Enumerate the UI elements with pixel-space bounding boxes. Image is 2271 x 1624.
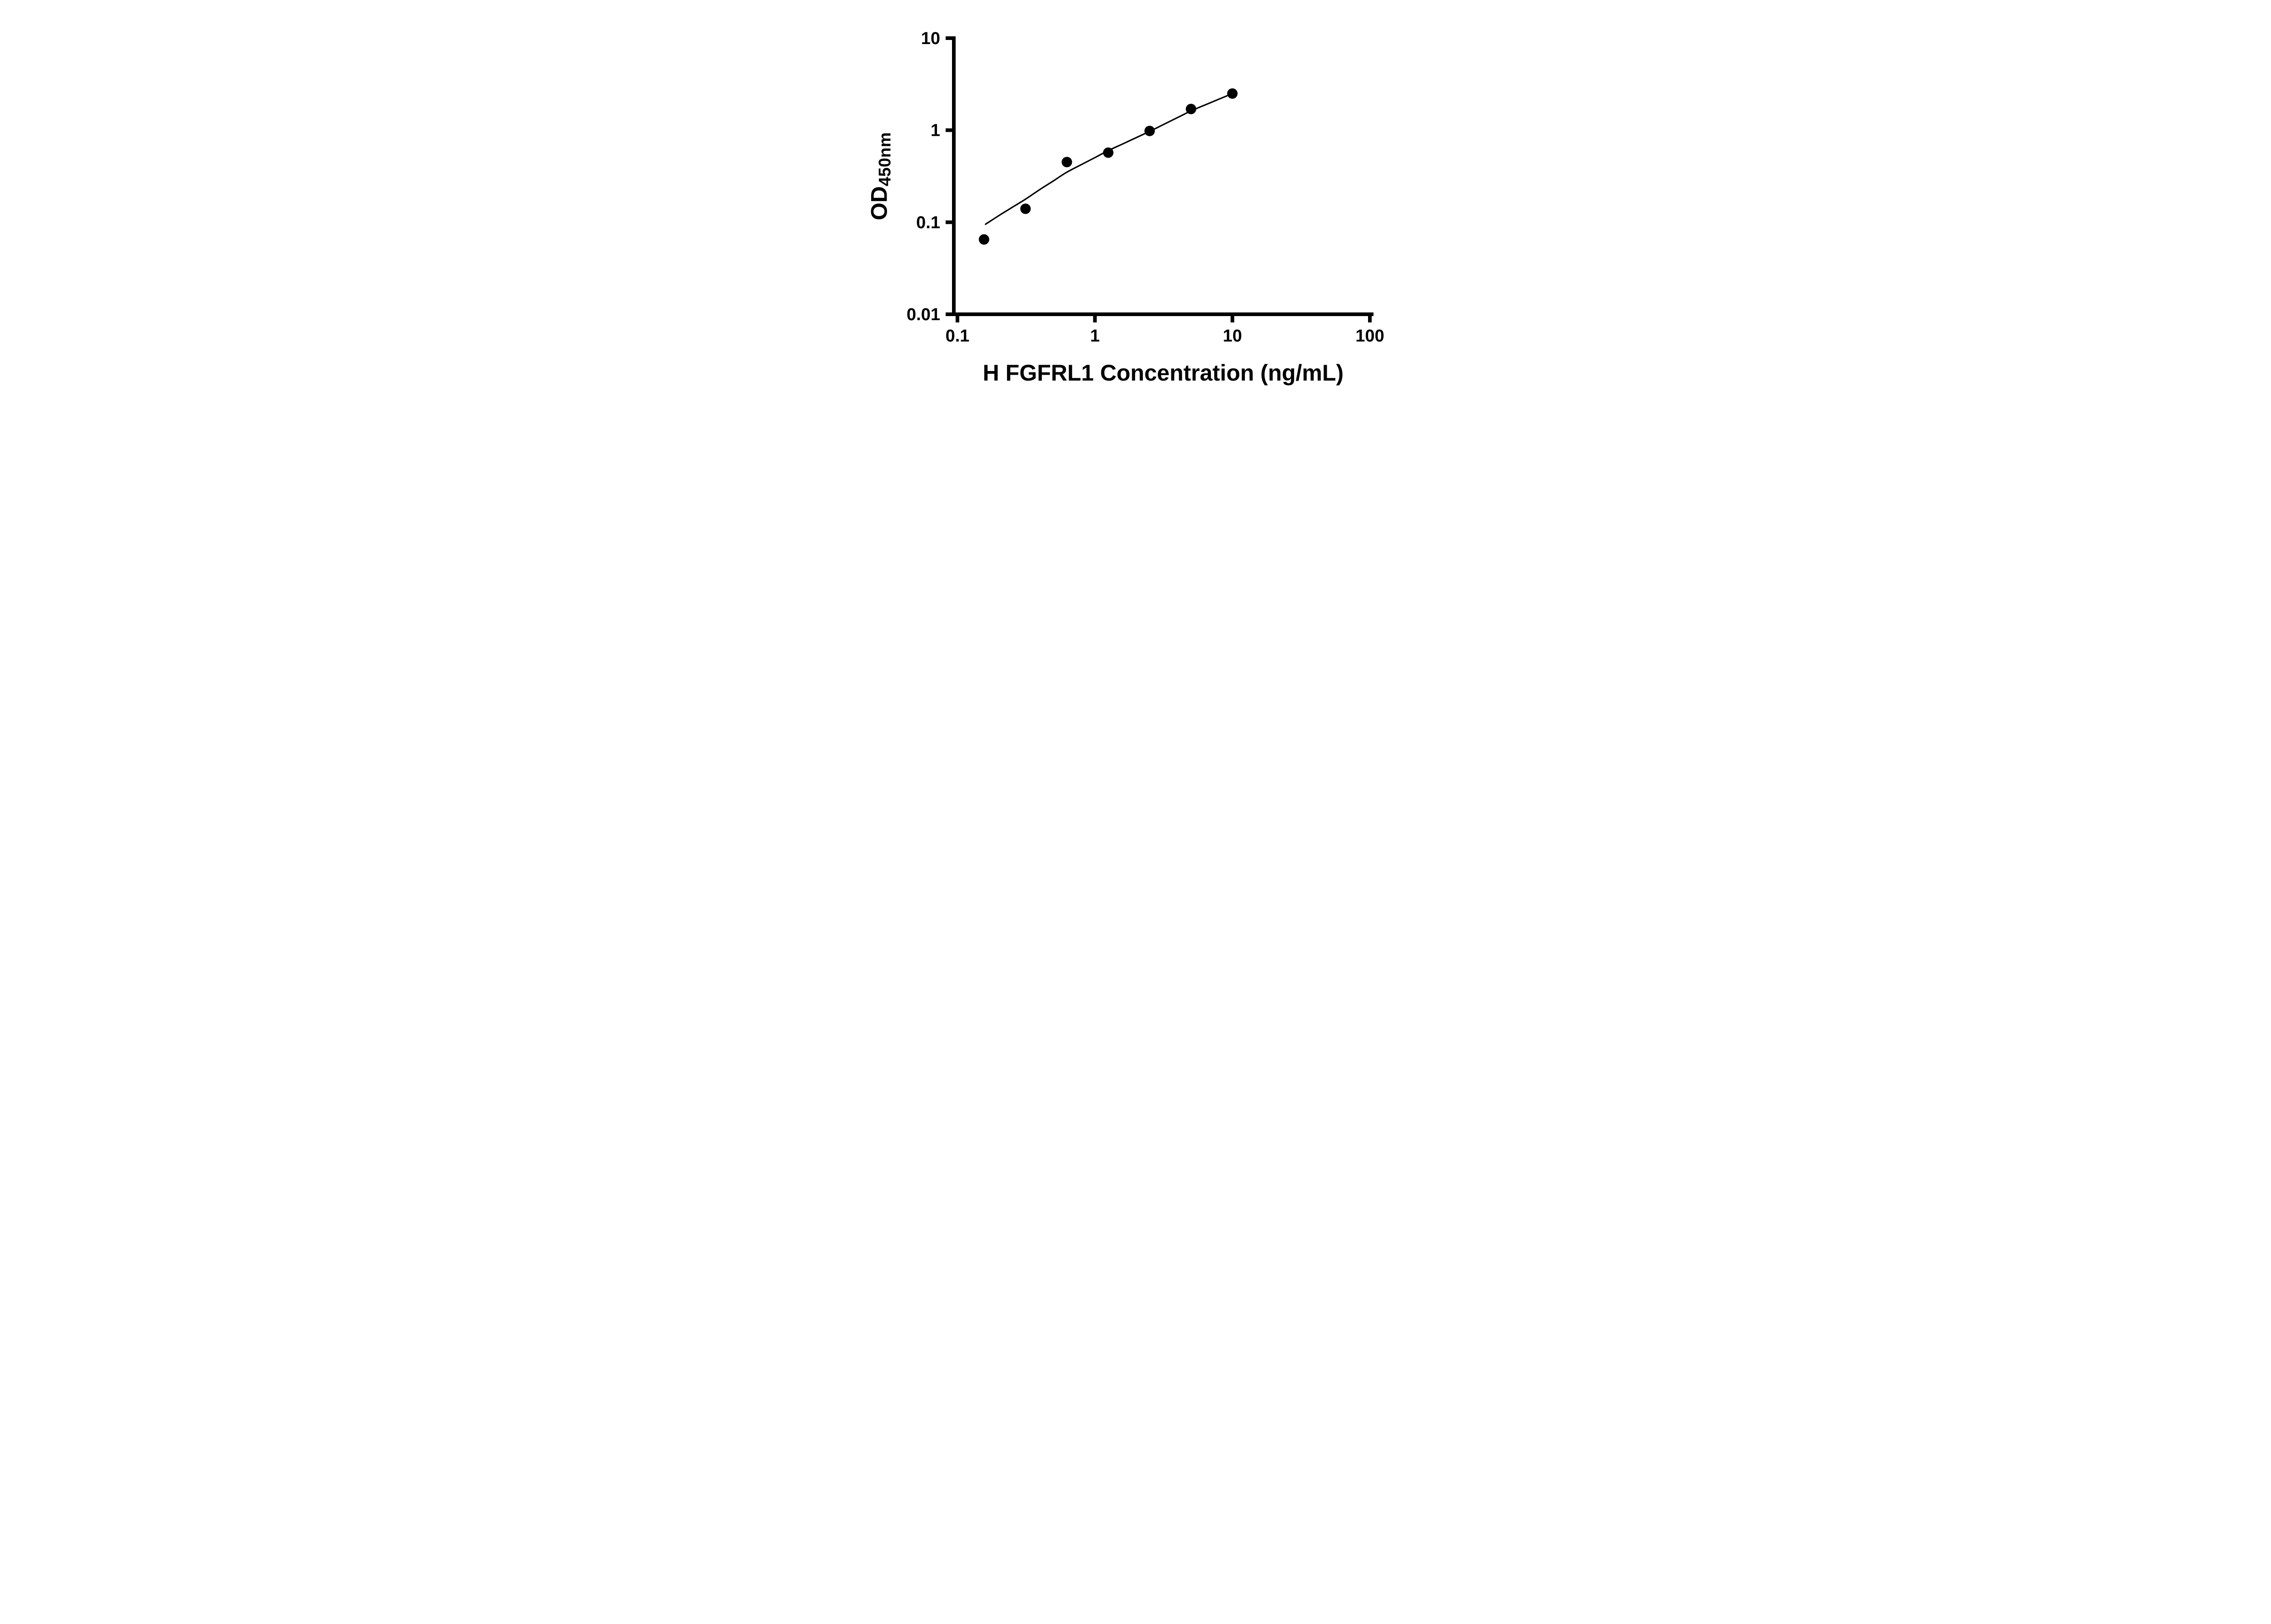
y-axis-title: OD450nm bbox=[866, 132, 894, 220]
y-axis-title-text: OD bbox=[866, 186, 892, 221]
x-tick-label: 100 bbox=[1355, 327, 1384, 346]
data-point bbox=[979, 234, 989, 245]
y-tick-label: 0.1 bbox=[916, 213, 940, 232]
x-tick-label: 0.1 bbox=[946, 327, 970, 346]
data-point bbox=[1144, 125, 1155, 136]
y-axis-title-subscript: 450nm bbox=[875, 132, 894, 187]
data-point bbox=[1061, 157, 1072, 168]
plot-canvas: 0.1 1 10 100 0.01 0.1 1 10 bbox=[907, 29, 1384, 346]
elisa-standard-curve-chart: 0.1 1 10 100 0.01 0.1 1 10 OD450nm H FGFRL1 Con… bbox=[842, 0, 1429, 406]
x-tick-label: 10 bbox=[1223, 327, 1242, 346]
y-tick-label: 1 bbox=[931, 121, 940, 140]
x-axis-title: H FGFRL1 Concentration (ng/mL) bbox=[982, 360, 1344, 386]
x-tick-label: 1 bbox=[1090, 327, 1100, 346]
y-tick-label: 0.01 bbox=[907, 305, 940, 324]
data-point bbox=[1020, 203, 1031, 214]
data-point bbox=[1227, 88, 1238, 99]
data-point bbox=[1185, 104, 1196, 114]
data-point bbox=[1103, 147, 1114, 158]
y-tick-label: 10 bbox=[921, 29, 940, 48]
